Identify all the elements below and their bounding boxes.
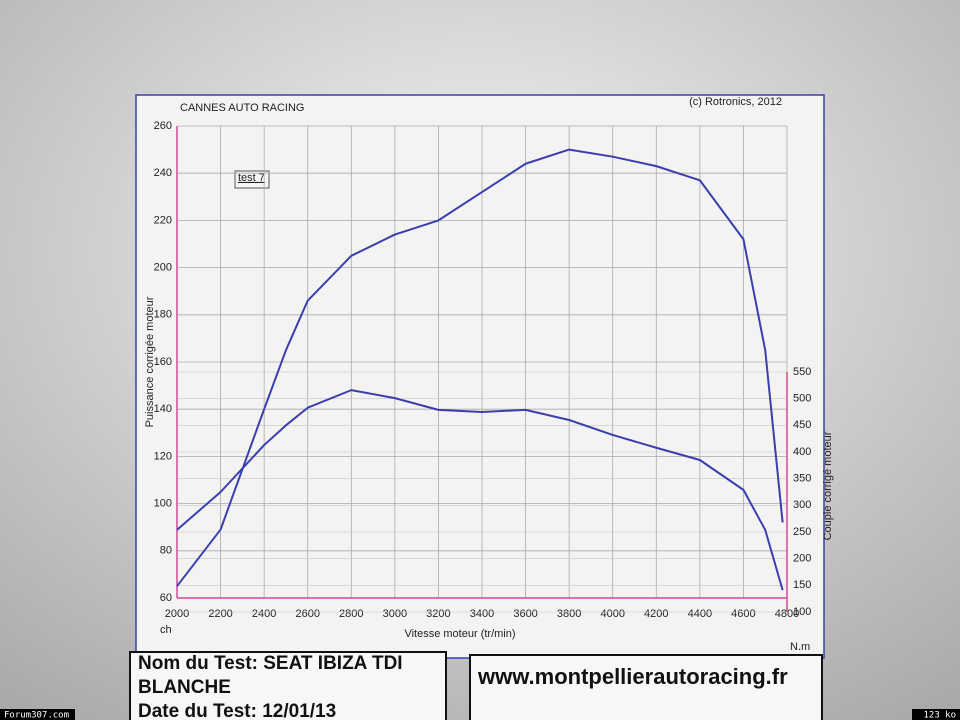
y2-tick-label: 300 [793, 499, 811, 511]
x-tick-label: 4000 [600, 608, 624, 620]
line-series [176, 148, 784, 587]
y-tick-label: 180 [154, 309, 172, 321]
y-tick-label: 160 [154, 356, 172, 368]
y-unit: ch [160, 624, 172, 636]
test-box [129, 651, 447, 720]
y2-tick-label: 200 [793, 553, 811, 565]
y-tick-label: 200 [154, 262, 172, 274]
footer-bar-left [0, 709, 75, 720]
x-tick-label: 4200 [644, 608, 668, 620]
y2-tick-label: 250 [793, 526, 811, 538]
y2-tick-label: 500 [793, 393, 811, 405]
y-tick-label: 60 [160, 592, 172, 604]
test-name: Nom du Test: SEAT IBIZA TDI [138, 653, 403, 674]
legend-label: test 7 [238, 172, 265, 184]
footer-left: Forum307.com [4, 711, 69, 720]
y2-tick-label: 450 [793, 419, 811, 431]
legend-box [234, 170, 270, 189]
x-tick-label: 3600 [513, 608, 537, 620]
footer-right: 123 ko [923, 711, 956, 720]
test-name-2: BLANCHE [138, 677, 231, 698]
x-tick-label: 4400 [688, 608, 712, 620]
x-tick-label: 3800 [557, 608, 581, 620]
header-left: CANNES AUTO RACING [180, 102, 305, 114]
x-tick-label: 2600 [295, 608, 319, 620]
x-tick-label: 3000 [383, 608, 407, 620]
y-tick-label: 260 [154, 120, 172, 132]
y-tick-label: 220 [154, 214, 172, 226]
y2-unit: N.m [790, 641, 810, 653]
y2-tick-label: 400 [793, 446, 811, 458]
y2-tick-label: 350 [793, 473, 811, 485]
x-tick-label: 4800 [775, 608, 799, 620]
x-tick-label: 2800 [339, 608, 363, 620]
line-series [176, 389, 784, 591]
y2-tick-label: 100 [793, 606, 811, 618]
x-tick-label: 2200 [208, 608, 232, 620]
x-tick-label: 3200 [426, 608, 450, 620]
x-tick-label: 2400 [252, 608, 276, 620]
y-tick-label: 100 [154, 498, 172, 510]
header-right: (c) Rotronics, 2012 [689, 96, 782, 108]
test-date: Date du Test: 12/01/13 [138, 701, 336, 720]
x-axis-title: Vitesse moteur (tr/min) [404, 628, 515, 640]
y-tick-label: 140 [154, 403, 172, 415]
y-axis-title: Puissance corrigée moteur [144, 296, 156, 427]
website: www.montpellierautoracing.fr [477, 664, 788, 689]
x-tick-label: 3400 [470, 608, 494, 620]
footer-bar-right [912, 709, 960, 720]
x-tick-label: 4600 [731, 608, 755, 620]
y-tick-label: 80 [160, 545, 172, 557]
y2-tick-label: 150 [793, 579, 811, 591]
y-tick-label: 240 [154, 167, 172, 179]
y-tick-label: 120 [154, 450, 172, 462]
x-tick-label: 2000 [165, 608, 189, 620]
printout-frame [135, 94, 825, 659]
y2-axis-title: Couple corrigé moteur [822, 431, 834, 540]
y2-tick-label: 550 [793, 366, 811, 378]
website-box [469, 654, 823, 720]
